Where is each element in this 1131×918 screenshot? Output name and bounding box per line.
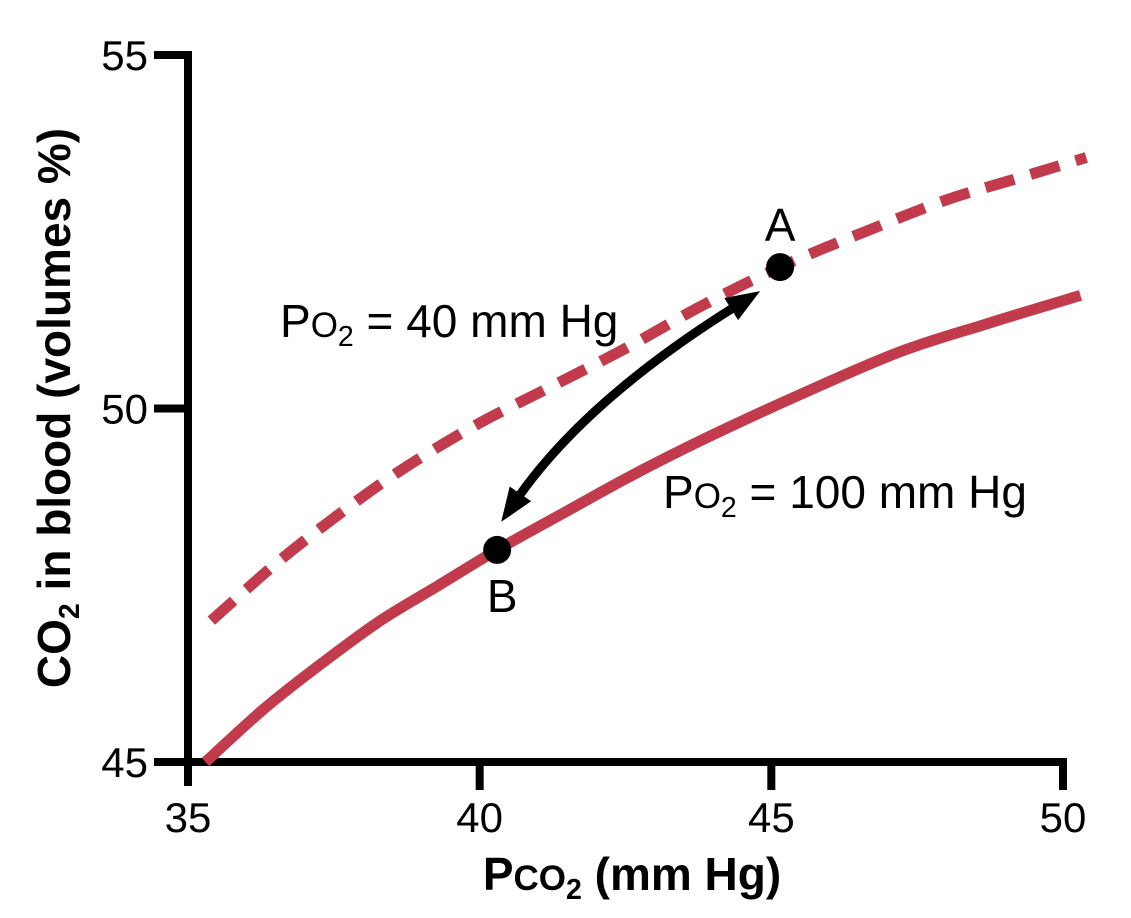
series-label-po2-100: PO2 = 100 mm Hg: [663, 466, 1027, 524]
data-series: PO2 = 40 mm Hg PO2 = 100 mm Hg: [201, 152, 1088, 767]
point-A-label: A: [765, 199, 796, 251]
exchange-arrow-shaft: [512, 300, 741, 504]
y-tick-label-50: 50: [101, 386, 148, 433]
tick-labels: 45 50 55 35 40 45 50: [101, 32, 1086, 841]
curve-po2-100: [201, 290, 1083, 767]
x-tick-label-40: 40: [456, 794, 503, 841]
curve-po2-40: [207, 152, 1088, 625]
arrowhead-to-A: [724, 291, 761, 321]
y-tick-label-55: 55: [101, 32, 148, 79]
annotations: AB: [483, 199, 796, 622]
point-B-label: B: [487, 570, 518, 622]
axis-titles: PCO2 (mm Hg) CO2 in blood (volumes %): [28, 128, 781, 906]
x-axis-title: PCO2 (mm Hg): [483, 848, 781, 906]
series-label-po2-40: PO2 = 40 mm Hg: [280, 295, 618, 353]
point-B-marker: [483, 535, 512, 564]
arrowhead-to-B: [501, 486, 532, 522]
x-tick-label-45: 45: [748, 794, 795, 841]
y-axis-title: CO2 in blood (volumes %): [28, 128, 86, 688]
point-A-marker: [766, 253, 795, 282]
y-tick-label-45: 45: [101, 739, 148, 786]
axes: [154, 51, 1067, 790]
x-tick-label-50: 50: [1040, 794, 1087, 841]
x-tick-label-35: 35: [165, 794, 212, 841]
